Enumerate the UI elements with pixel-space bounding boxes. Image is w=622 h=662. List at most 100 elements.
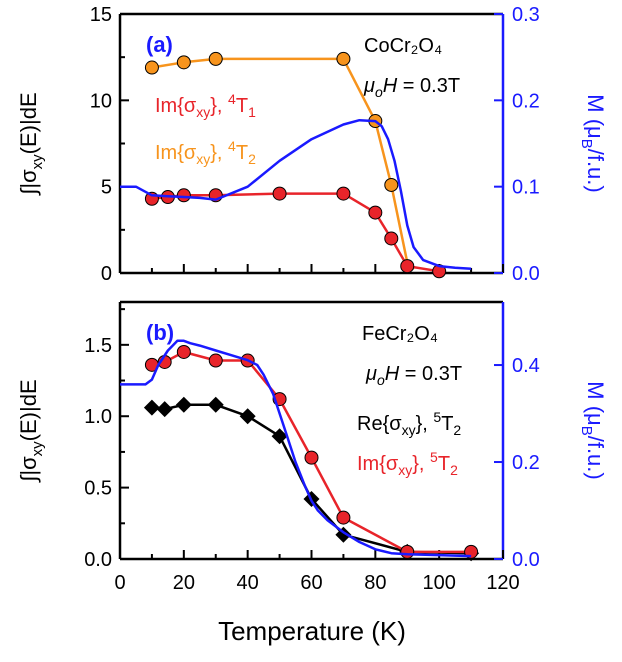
data-point xyxy=(304,450,319,465)
data-point xyxy=(384,231,399,246)
y2-axis-label-pre: M (μ xyxy=(583,381,608,425)
legend-0-sup: 5 xyxy=(433,409,441,425)
y2-axis-label-sub: B xyxy=(578,426,595,436)
y-tick-label: 10 xyxy=(90,90,112,112)
legend-1-mid: }, xyxy=(210,95,228,117)
legend-1-pre: Im{σ xyxy=(357,453,399,475)
y2-tick-label: 0.0 xyxy=(512,549,540,571)
data-point xyxy=(368,205,383,220)
y-tick-label: 0.5 xyxy=(84,478,112,500)
panel-b: 0 20 40 60 80 100 1200.00.51.01.50.00.20.4∫|σx… xyxy=(16,300,608,646)
y-axis-label-post: (E)|dE xyxy=(16,92,41,154)
legend-0: Im{σxy}, 4T2 xyxy=(155,138,256,167)
data-point xyxy=(400,544,415,559)
legend-0-mid: }, xyxy=(210,142,228,164)
legend-1: Im{σxy}, 5T2 xyxy=(357,449,458,478)
y-axis-label-sub: xy xyxy=(29,441,46,457)
y-tick-label: 15 xyxy=(90,4,112,26)
legend-1: Im{σxy}, 4T1 xyxy=(155,91,256,120)
legend-0-sub: xy xyxy=(402,422,416,438)
data-point xyxy=(208,353,223,368)
y-tick-label: 1.5 xyxy=(84,335,112,357)
series-line-2 xyxy=(120,339,472,558)
legend-0-mid: }, xyxy=(416,413,434,435)
y2-tick-label: 0.2 xyxy=(512,90,540,112)
y2-tick-label: 0.1 xyxy=(512,177,540,199)
material-label: CoCr₂O₄ xyxy=(364,35,442,57)
y-axis-label-sub: xy xyxy=(29,154,46,170)
data-point xyxy=(176,344,191,359)
y-tick-label: 1.0 xyxy=(84,406,112,428)
y2-axis-label-post: /f.u.) xyxy=(583,436,608,480)
x-tick-label: 100 xyxy=(422,572,455,594)
field-label-value: = 0.3T xyxy=(397,75,460,97)
y2-axis-label: M (μB/f.u.) xyxy=(578,381,608,479)
y-axis-label-pre: ∫|σ xyxy=(16,169,41,197)
legend-0-sub2: 2 xyxy=(248,151,256,167)
field-label: μoH = 0.3T xyxy=(363,75,460,100)
legend-1-sub2: 2 xyxy=(450,462,458,478)
x-tick-label: 40 xyxy=(237,572,259,594)
field-label-mu: μ xyxy=(363,75,375,97)
legend-0: Re{σxy}, 5T2 xyxy=(357,409,461,438)
data-point xyxy=(207,396,224,413)
series-line-1 xyxy=(151,350,472,554)
x-axis-label: Temperature (K) xyxy=(218,616,406,646)
legend-0-sup: 4 xyxy=(228,138,236,154)
material-label: FeCr₂O₄ xyxy=(362,323,438,345)
data-point xyxy=(336,510,351,525)
y2-axis-label-pre: M (μ xyxy=(583,94,608,138)
legend-0-pre: Im{σ xyxy=(155,142,197,164)
y-axis-label: ∫|σxy(E)|dE xyxy=(16,379,46,483)
data-point xyxy=(176,188,191,203)
data-point xyxy=(336,186,351,201)
data-point xyxy=(144,60,159,75)
x-tick-label: 80 xyxy=(364,572,386,594)
field-label-h: H xyxy=(385,363,400,385)
legend-1-post: T xyxy=(236,95,248,117)
y-axis-label-pre: ∫|σ xyxy=(16,456,41,484)
x-tick-label: 120 xyxy=(486,572,519,594)
data-point xyxy=(239,408,256,425)
x-tick-label: 0 xyxy=(114,572,125,594)
field-label-sub: o xyxy=(377,372,385,388)
data-point xyxy=(175,396,192,413)
data-point xyxy=(384,177,399,192)
y-tick-label: 5 xyxy=(101,177,112,199)
data-point xyxy=(176,55,191,70)
legend-1-pre: Im{σ xyxy=(155,95,197,117)
field-label-h: H xyxy=(383,75,398,97)
y2-axis-label-sub: B xyxy=(578,139,595,149)
field-label-mu: μ xyxy=(365,363,377,385)
y2-axis-label-post: /f.u.) xyxy=(583,149,608,193)
legend-1-sub: xy xyxy=(398,462,412,478)
legend-0-post: T xyxy=(441,413,453,435)
legend-0-post: T xyxy=(236,142,248,164)
panel-label: (a) xyxy=(146,32,173,57)
y2-tick-label: 0.0 xyxy=(512,263,540,285)
y-axis-label: ∫|σxy(E)|dE xyxy=(16,92,46,196)
y2-tick-label: 0.3 xyxy=(512,4,540,26)
y2-tick-label: 0.2 xyxy=(512,452,540,474)
series-line-2 xyxy=(120,118,472,270)
y2-axis-label: M (μB/f.u.) xyxy=(578,94,608,192)
legend-1-sub2: 1 xyxy=(248,104,256,120)
y-tick-label: 0.0 xyxy=(84,549,112,571)
legend-1-post: T xyxy=(438,453,450,475)
data-point xyxy=(400,259,415,274)
field-label: μoH = 0.3T xyxy=(365,363,462,388)
data-point xyxy=(336,51,351,66)
legend-1-mid: }, xyxy=(412,453,430,475)
series-line-0 xyxy=(151,403,472,555)
data-point xyxy=(208,51,223,66)
x-tick-label: 60 xyxy=(300,572,322,594)
legend-0-sub: xy xyxy=(196,151,210,167)
legend-0-sub2: 2 xyxy=(453,422,461,438)
data-point xyxy=(156,401,173,418)
legend-1-sup: 4 xyxy=(228,91,236,107)
y2-tick-label: 0.4 xyxy=(512,355,540,377)
data-point xyxy=(272,186,287,201)
legend-1-sub: xy xyxy=(196,104,210,120)
